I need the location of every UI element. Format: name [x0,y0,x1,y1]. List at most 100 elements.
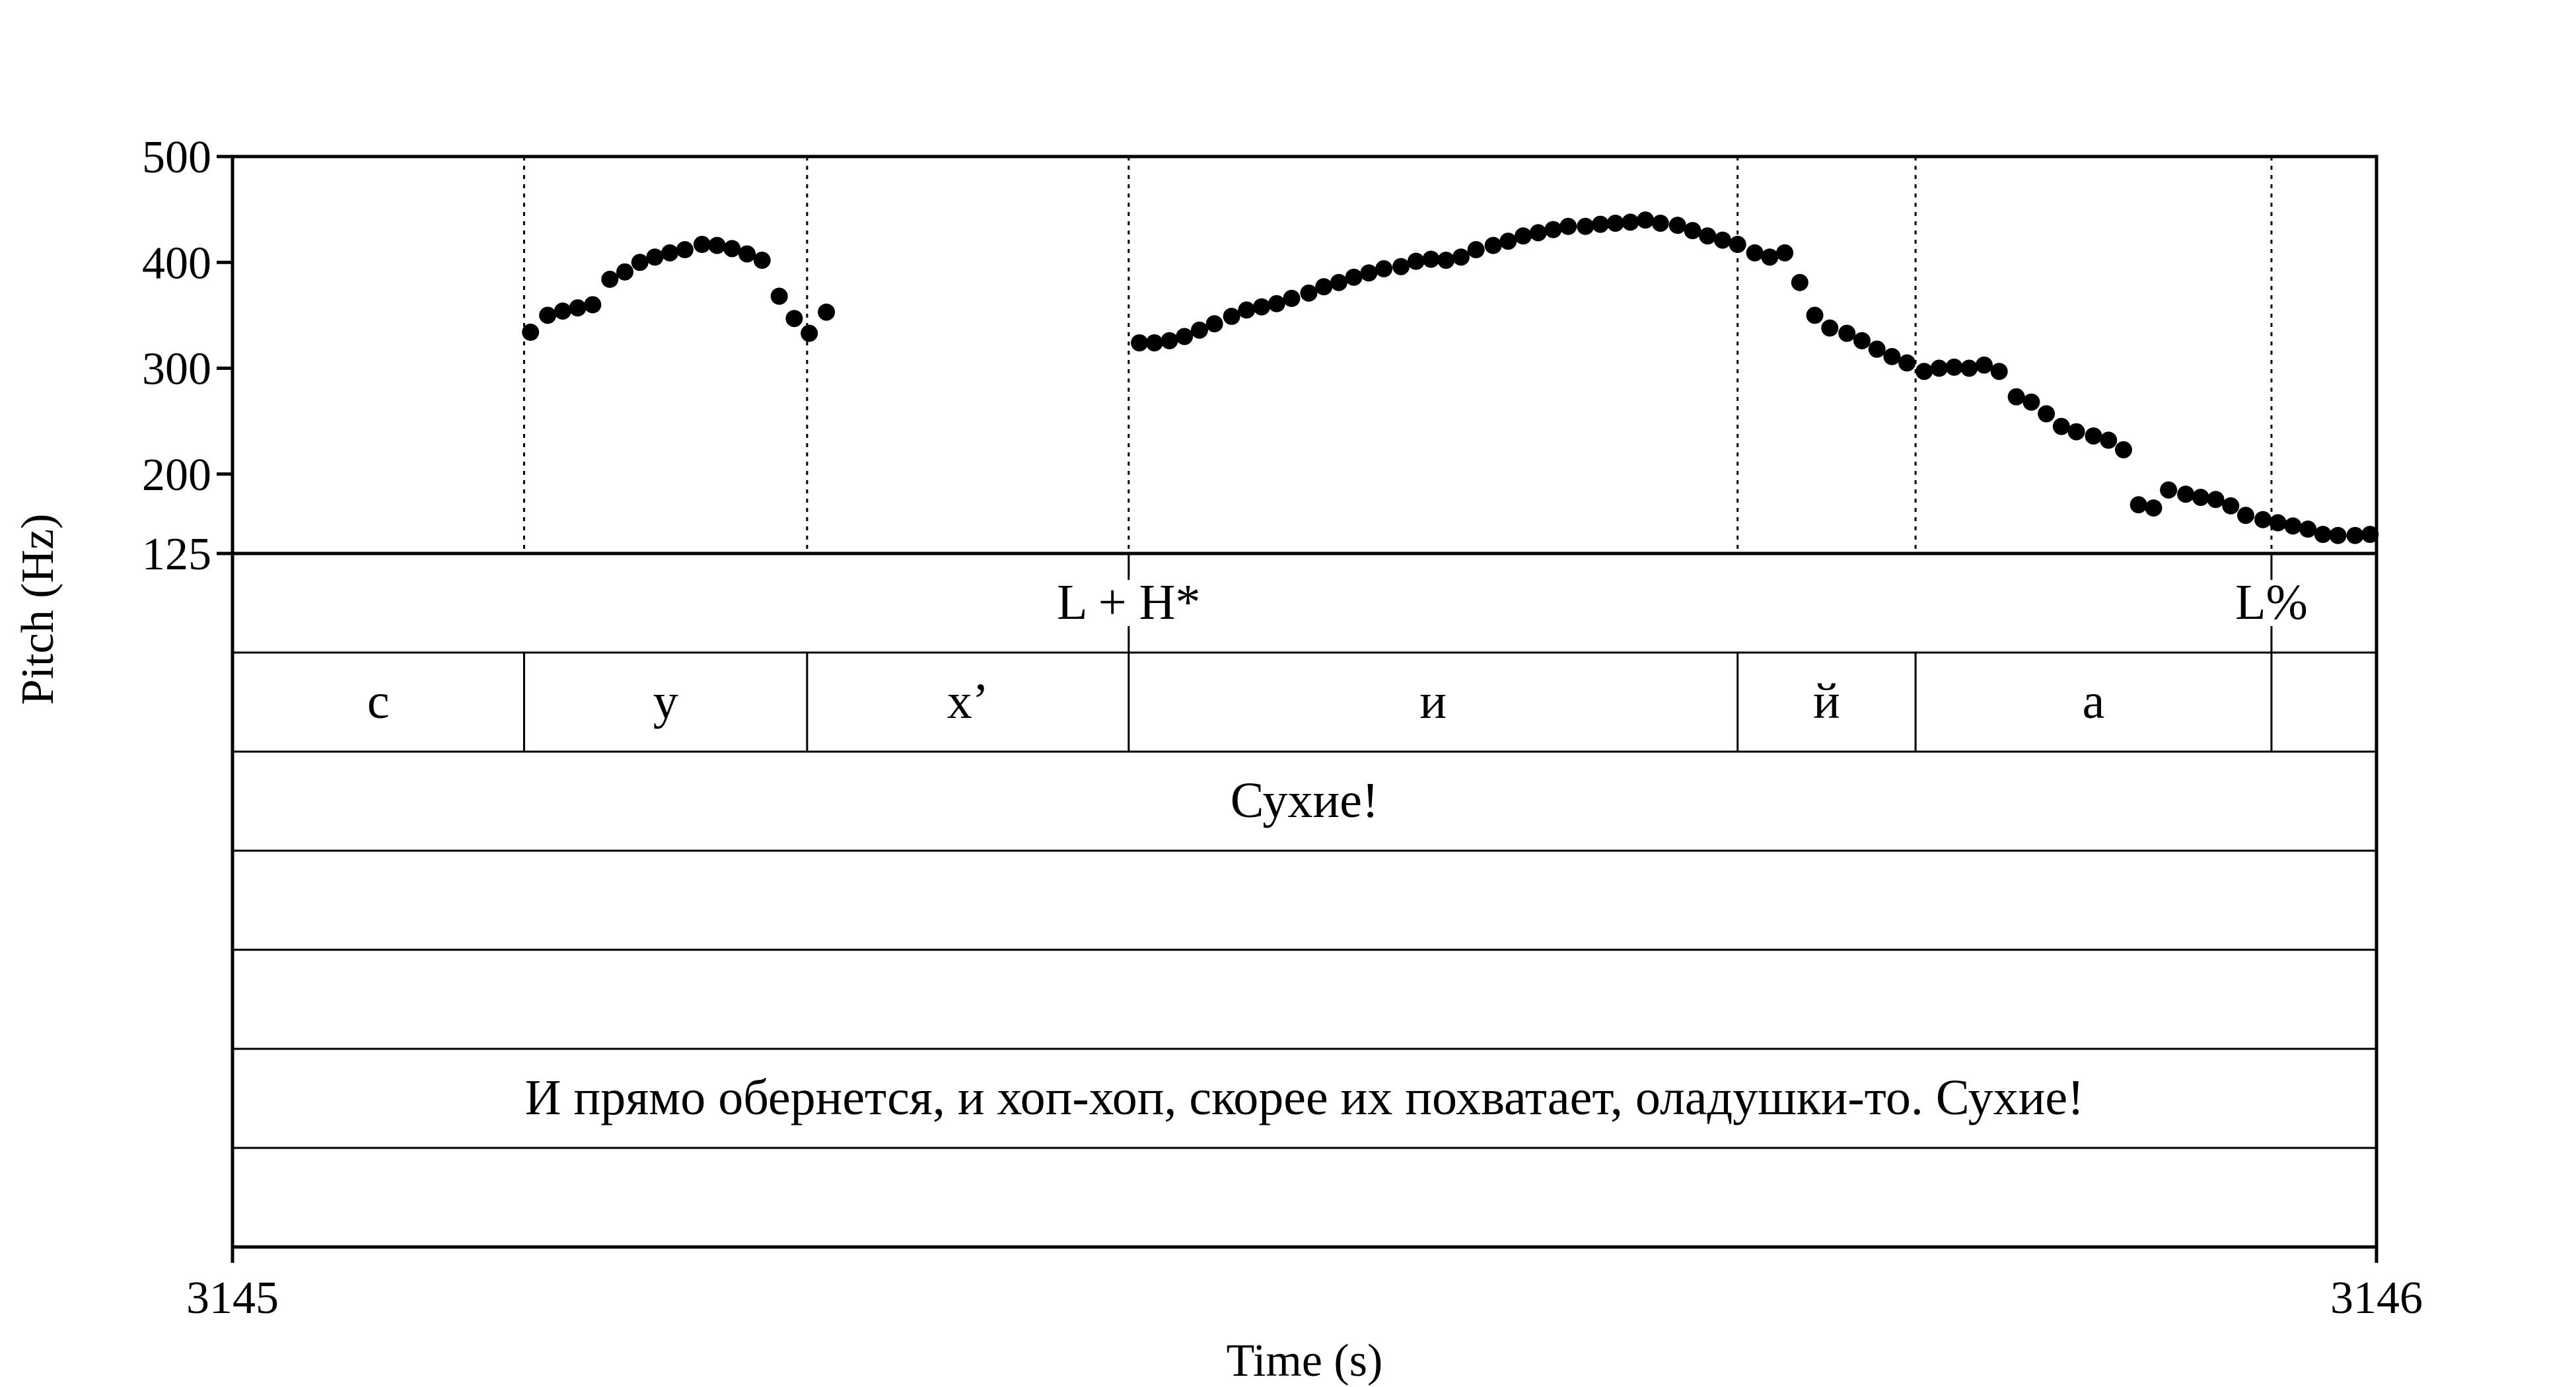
pitch-point [2207,491,2225,509]
pitch-point [1407,252,1425,270]
pitch-point [1300,284,1318,302]
pitch-point [1915,363,1933,380]
pitch-point [1684,222,1701,240]
pitch-series [522,211,2379,544]
pitch-point [1515,227,1532,245]
pitch-point [1930,359,1948,377]
pitch-point [770,287,788,305]
interval-label: с [367,674,390,729]
pitch-point [646,248,664,266]
pitch-point [2129,496,2147,514]
y-tick-label: 300 [142,344,211,395]
pitch-point [2100,431,2118,449]
interval-label: И прямо обернется, и хоп-хоп, скорее их … [525,1070,2085,1125]
pitch-point [1467,241,1485,259]
pitch-point [723,240,741,258]
tier-3: Сухие! [233,773,2377,852]
pitch-point [1452,248,1470,266]
pitch-point [1422,250,1440,268]
pitch-point [616,263,634,281]
pitch-point [2145,499,2163,517]
pitch-point [738,245,756,263]
pitch-point [818,303,836,321]
pitch-pane: 500 400 300 200 125 [142,132,2379,580]
pitch-point [2346,526,2364,544]
pitch-plot-frame [231,155,2379,555]
pitch-point [1268,295,1285,312]
pitch-point [2269,514,2287,532]
pitch-point [1544,221,1562,238]
pitch-point [1131,334,1149,352]
pitch-point [1499,232,1517,250]
pitch-point [1853,332,1871,349]
tier-6: И прямо обернется, и хоп-хоп, скорее их … [233,1070,2377,1149]
x-tick-label: 3146 [2330,1273,2423,1324]
pitch-point [1898,354,1916,372]
pitch-point [2192,489,2209,507]
point-label: L% [2235,575,2308,630]
pitch-point [661,244,679,262]
pitch-point [522,324,540,341]
pitch-point [1238,301,1256,319]
pitch-point [554,302,571,320]
pitch-point [1637,211,1655,229]
pitch-point [1375,260,1393,277]
pitch-point [539,306,557,324]
pitch-point [1990,363,2008,380]
pitch-point [1651,214,1669,232]
figure-frame [231,155,2379,1249]
y-tick-label: 500 [142,132,211,183]
pitch-point [2160,481,2178,499]
y-tick-label: 400 [142,238,211,289]
x-axis: 3145 3146 [186,1247,2423,1324]
pitch-point [2085,427,2102,445]
pitch-point [1713,231,1731,249]
pitch-point [1883,347,1901,365]
pitch-point [753,252,771,269]
pitch-point [1283,289,1301,307]
pitch-point [1945,358,1963,376]
pitch-point [584,296,602,314]
pitch-point [1746,244,1764,262]
pitch-point [2314,526,2332,544]
pitch-point [2038,405,2056,423]
pitch-point [1668,217,1686,234]
point-label: L + H* [1057,575,1200,630]
pitch-point [676,241,694,259]
y-axis: 500 400 300 200 125 [142,132,233,580]
y-axis-label: Pitch (Hz) [13,514,63,705]
pitch-point [1205,315,1223,333]
pitch-point [1821,319,1839,337]
pitch-point [708,236,726,254]
pitch-point [1437,252,1455,269]
boundary-lines [522,157,2273,553]
pitch-point [1223,308,1240,326]
pitch-point [1145,334,1163,352]
pitch-point [1622,213,1639,231]
pitch-point [1392,258,1410,275]
pitch-point [1868,340,1886,358]
pitch-point [631,254,649,271]
x-axis-label: Time (s) [1227,1335,1383,1386]
pitch-point [2177,485,2195,503]
pitch-point [1577,217,1594,235]
pitch-point [1729,236,1746,254]
pitch-point [2254,511,2272,528]
pitch-point [1838,324,1856,342]
pitch-point [2022,393,2040,411]
pitch-point [1699,227,1717,245]
pitch-point [569,299,587,317]
pitch-point [2007,388,2025,406]
pitch-point [1960,359,1978,377]
interval-label: й [1813,674,1840,729]
pitch-point [1360,264,1378,282]
pitch-point [1161,332,1178,349]
pitch-point [1315,278,1333,296]
pitch-point [2052,417,2070,435]
pitch-point [1591,215,1609,233]
pitch-point [1606,214,1624,232]
pitch-point [1529,224,1547,242]
pitch-point [2299,520,2317,538]
pitch-point [2329,526,2347,544]
